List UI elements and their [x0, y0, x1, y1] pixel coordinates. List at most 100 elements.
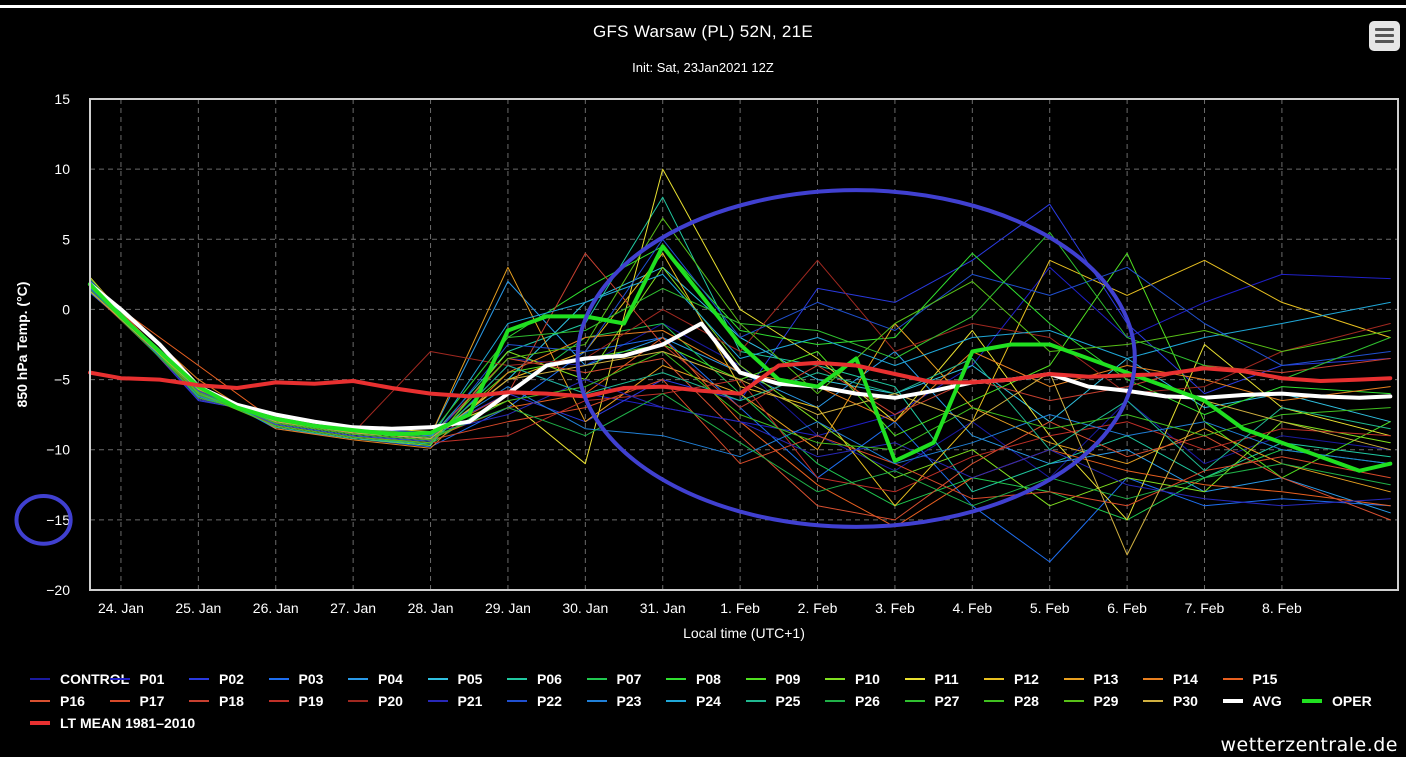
legend-item[interactable]: P10: [825, 671, 905, 687]
legend-swatch: [1143, 700, 1163, 702]
legend-item[interactable]: P25: [745, 693, 826, 709]
legend-item[interactable]: P04: [348, 671, 428, 687]
legend-label: P03: [298, 671, 324, 687]
legend-item[interactable]: P08: [666, 671, 746, 687]
legend-item[interactable]: P23: [586, 693, 667, 709]
legend-item[interactable]: P22: [507, 693, 587, 709]
x-tick-label: 7. Feb: [1185, 600, 1225, 616]
legend-swatch: [348, 678, 368, 680]
legend-swatch: [348, 700, 368, 702]
legend-item[interactable]: P07: [586, 671, 667, 687]
legend-item[interactable]: P15: [1222, 671, 1303, 687]
legend-item[interactable]: P24: [666, 693, 746, 709]
legend-label: P22: [537, 693, 562, 709]
legend-item[interactable]: P18: [189, 693, 269, 709]
series-line-p28: [89, 285, 1391, 451]
legend-label: P20: [378, 693, 403, 709]
legend-swatch: [825, 700, 845, 702]
legend-label: P17: [139, 693, 165, 709]
y-tick-label: −15: [46, 512, 70, 528]
legend-swatch: [268, 700, 289, 702]
legend-label: P06: [537, 671, 562, 687]
legend-label: P25: [775, 693, 801, 709]
legend-item[interactable]: P30: [1143, 693, 1223, 709]
legend-label: P29: [1093, 693, 1119, 709]
legend-item[interactable]: CONTROL: [30, 671, 129, 687]
menu-icon[interactable]: [1369, 21, 1400, 51]
legend-label: P02: [219, 671, 244, 687]
legend-label: P26: [855, 693, 880, 709]
legend-item[interactable]: P17: [109, 693, 190, 709]
legend-label: P01: [139, 671, 165, 687]
legend-item[interactable]: P05: [427, 671, 508, 687]
series-line-oper: [88, 244, 1393, 473]
legend-label: P11: [934, 671, 959, 687]
legend-label: P27: [934, 693, 960, 709]
annotation-ellipse-1: [575, 188, 1137, 529]
legend-item[interactable]: P29: [1063, 693, 1144, 709]
legend-item[interactable]: P19: [268, 693, 349, 709]
legend-item[interactable]: P21: [427, 693, 508, 709]
annotation-ellipse-2: [14, 494, 73, 546]
legend-item[interactable]: P13: [1063, 671, 1144, 687]
legend-item[interactable]: P03: [268, 671, 349, 687]
chart-title: GFS Warsaw (PL) 52N, 21E: [592, 22, 814, 41]
legend-item[interactable]: P20: [348, 693, 428, 709]
legend-item[interactable]: P26: [825, 693, 905, 709]
legend-swatch: [507, 700, 527, 702]
legend-label: P15: [1252, 671, 1278, 687]
legend-item[interactable]: P27: [904, 693, 985, 709]
y-tick-label: −5: [54, 372, 70, 388]
x-tick-label: 25. Jan: [175, 600, 221, 616]
chart-subtitle: Init: Sat, 23Jan2021 12Z: [632, 60, 774, 75]
legend-label: P23: [616, 693, 642, 709]
x-tick-label: 26. Jan: [253, 600, 299, 616]
legend-item[interactable]: P16: [30, 693, 110, 709]
legend-swatch: [189, 700, 209, 702]
legend-swatch: [268, 678, 289, 680]
legend-row: P16 P17 P18 P19 P20 P21 P22 P23 P24 P25 P26 P27 P28 P…: [30, 690, 1400, 712]
legend-swatch: [30, 700, 50, 702]
legend-swatch: [586, 700, 607, 702]
legend-swatch: [666, 700, 686, 702]
x-tick-label: 4. Feb: [952, 600, 992, 616]
legend-item[interactable]: LT MEAN 1981–2010: [30, 715, 290, 731]
legend-swatch: [984, 678, 1004, 680]
legend-swatch: [1302, 699, 1322, 703]
x-tick-label: 1. Feb: [720, 600, 760, 616]
x-tick-label: 2. Feb: [798, 600, 838, 616]
legend-item[interactable]: P11: [904, 671, 985, 687]
legend: CONTROL P01 P02 P03 P04 P05 P06 P07 P08 P09 P10 P11…: [30, 668, 1400, 734]
legend-swatch: [109, 678, 130, 680]
legend-swatch: [984, 700, 1004, 702]
legend-label: AVG: [1252, 693, 1282, 709]
legend-swatch: [904, 700, 925, 702]
x-tick-label: 24. Jan: [98, 600, 144, 616]
legend-swatch: [745, 700, 766, 702]
legend-label: P10: [855, 671, 880, 687]
legend-item[interactable]: OPER: [1302, 693, 1382, 709]
legend-item[interactable]: P14: [1143, 671, 1223, 687]
x-tick-label: 3. Feb: [875, 600, 915, 616]
legend-item[interactable]: P12: [984, 671, 1064, 687]
y-tick-label: −10: [46, 442, 70, 458]
y-tick-label: 0: [62, 301, 70, 317]
legend-label: P21: [457, 693, 483, 709]
legend-item[interactable]: P06: [507, 671, 587, 687]
legend-item[interactable]: P28: [984, 693, 1064, 709]
series-line-p29: [89, 217, 1391, 444]
legend-label: P28: [1014, 693, 1039, 709]
legend-label: P04: [378, 671, 403, 687]
top-rule: [0, 5, 1406, 8]
legend-swatch: [1063, 678, 1084, 680]
legend-item[interactable]: P01: [109, 671, 190, 687]
legend-swatch: [189, 678, 209, 680]
legend-item[interactable]: P02: [189, 671, 269, 687]
legend-item[interactable]: P09: [745, 671, 826, 687]
y-tick-label: −20: [46, 582, 70, 598]
legend-item[interactable]: AVG: [1222, 693, 1303, 709]
legend-label: P13: [1093, 671, 1119, 687]
legend-swatch: [30, 678, 50, 680]
legend-swatch: [586, 678, 607, 680]
legend-swatch: [1222, 699, 1243, 703]
